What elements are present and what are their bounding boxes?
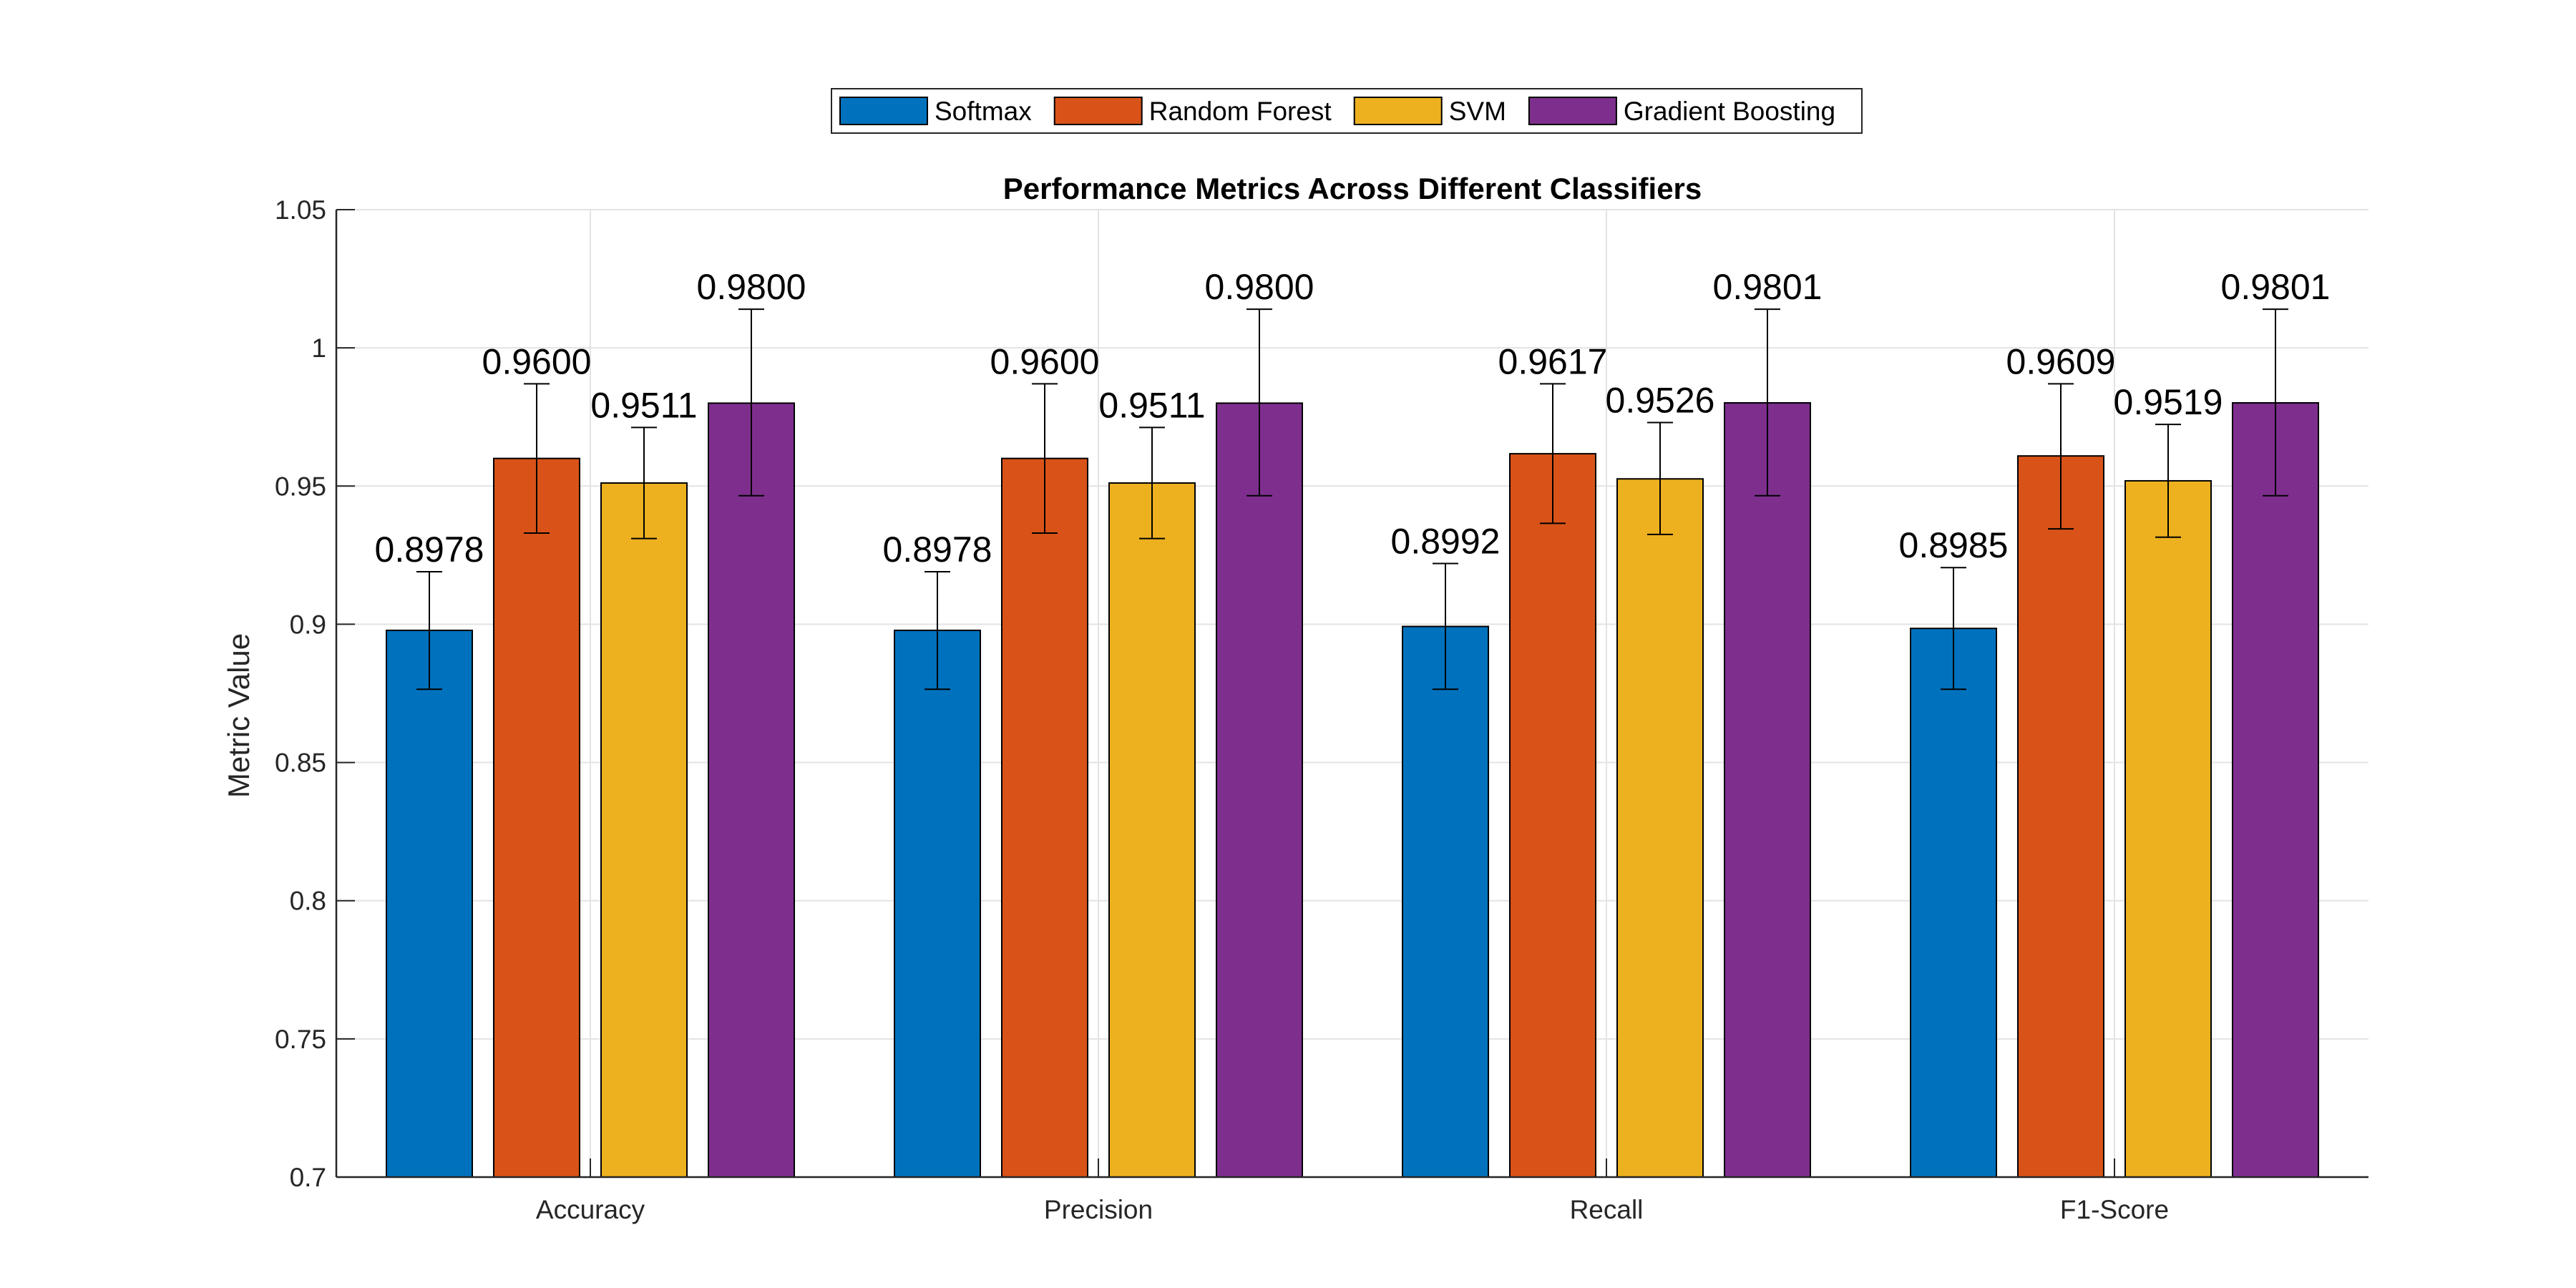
data-label: 0.9511 xyxy=(590,385,697,425)
data-label: 0.9600 xyxy=(990,341,1100,381)
bar-2-1 xyxy=(493,457,580,1178)
legend-item-label: Random Forest xyxy=(1149,97,1332,126)
data-label: 0.9600 xyxy=(482,341,592,381)
y-tick-label: 1.05 xyxy=(275,195,326,225)
legend-swatch xyxy=(1353,97,1443,125)
bar-2-2 xyxy=(1001,457,1088,1178)
bar-3-4 xyxy=(2124,479,2212,1178)
legend-swatch xyxy=(1528,97,1617,125)
y-axis-label: Metric Value xyxy=(222,633,255,798)
bar-4-2 xyxy=(1216,402,1303,1178)
y-tick-label: 1 xyxy=(311,333,326,363)
bar-1-1 xyxy=(386,629,473,1178)
bar-4-1 xyxy=(708,402,795,1178)
data-label: 0.9511 xyxy=(1098,385,1205,425)
data-label: 0.9801 xyxy=(1713,267,1823,307)
legend-item-label: SVM xyxy=(1449,97,1506,126)
legend-swatch xyxy=(839,97,928,125)
data-label: 0.9519 xyxy=(2114,382,2223,422)
data-label: 0.8978 xyxy=(883,530,992,570)
bar-4-3 xyxy=(1724,402,1811,1179)
bars xyxy=(386,402,2319,1179)
data-label: 0.9800 xyxy=(1205,267,1314,307)
y-tick-label: 0.95 xyxy=(275,472,326,501)
legend-item-label: Gradient Boosting xyxy=(1624,97,1835,126)
bar-4-4 xyxy=(2232,402,2319,1179)
data-label: 0.8978 xyxy=(375,530,484,570)
x-tick-label: Recall xyxy=(1570,1195,1644,1224)
chart-title: Performance Metrics Across Different Cla… xyxy=(1003,172,1702,205)
x-tick-label: F1-Score xyxy=(2060,1195,2169,1224)
y-tick-label: 0.7 xyxy=(290,1163,326,1192)
bar-1-4 xyxy=(1910,628,1997,1178)
y-tick-label: 0.8 xyxy=(290,887,326,916)
axes: 0.7 0.75 0.8 0.85 0.9 0.95 1 1.05 Accuracy Precis… xyxy=(275,195,2368,1224)
y-tick-label: 0.9 xyxy=(290,610,326,639)
y-tick-label: 0.75 xyxy=(275,1025,326,1054)
data-label: 0.9801 xyxy=(2221,267,2331,307)
bar-2-4 xyxy=(2017,455,2104,1178)
legend: Softmax Random Forest SVM Gradient Boosting xyxy=(831,88,1863,134)
bar-3-3 xyxy=(1616,478,1704,1178)
legend-box xyxy=(831,88,1863,134)
data-label: 0.8992 xyxy=(1391,521,1501,561)
bar-3-1 xyxy=(600,482,688,1178)
bar-1-3 xyxy=(1402,625,1489,1178)
legend-swatch xyxy=(1053,97,1143,125)
bar-1-2 xyxy=(894,629,981,1178)
data-label: 0.9617 xyxy=(1498,341,1608,381)
data-label: 0.8985 xyxy=(1899,525,2009,565)
y-tick-label: 0.85 xyxy=(275,748,326,778)
x-tick-label: Accuracy xyxy=(536,1195,645,1224)
data-label: 0.9800 xyxy=(697,267,806,307)
data-label: 0.9609 xyxy=(2006,341,2116,381)
error-bars xyxy=(416,308,2288,691)
bar-2-3 xyxy=(1509,453,1596,1178)
legend-item-label: Softmax xyxy=(935,97,1032,126)
data-label: 0.9526 xyxy=(1606,380,1715,420)
data-labels: 0.8978 0.8978 0.8992 0.8985 0.9600 0.9600 0.96… xyxy=(375,267,2331,570)
x-tick-label: Precision xyxy=(1044,1195,1153,1224)
bar-3-2 xyxy=(1108,482,1196,1178)
